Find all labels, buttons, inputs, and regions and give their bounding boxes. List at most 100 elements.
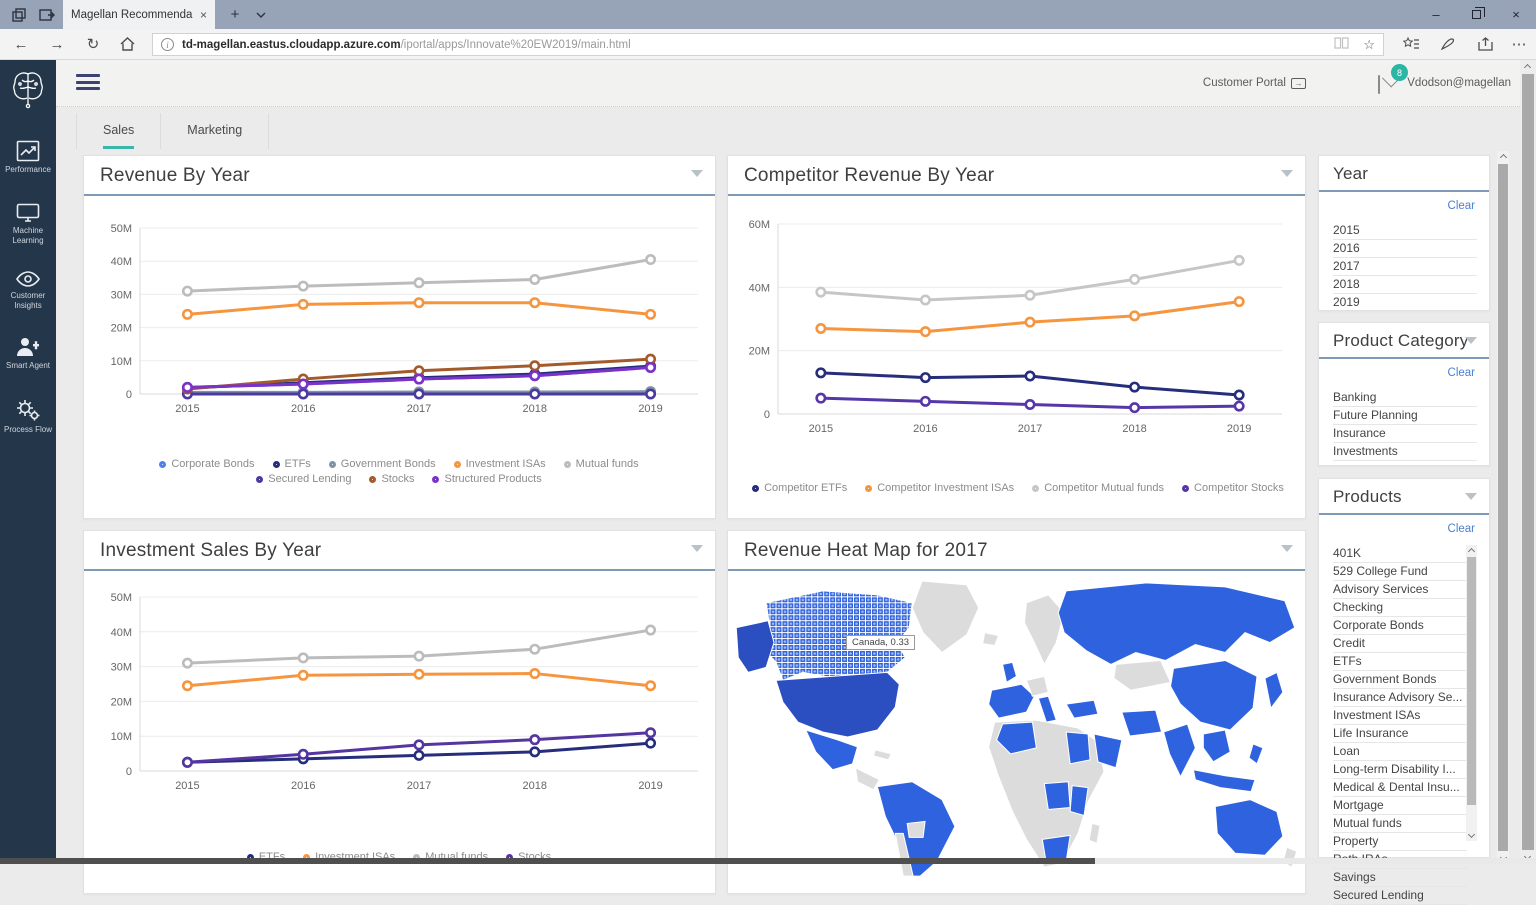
filter-option[interactable]: ETFs: [1333, 653, 1467, 671]
legend-item[interactable]: Stocks: [369, 473, 414, 485]
filter-option[interactable]: Long-term Disability I...: [1333, 761, 1467, 779]
user-account-label[interactable]: Vdodson@magellan: [1407, 77, 1511, 89]
legend-item[interactable]: Competitor Stocks: [1182, 482, 1284, 494]
sidebar-item-machine-learning[interactable]: Machine Learning: [0, 203, 56, 245]
gears-icon: [15, 398, 41, 422]
tab-preview-icon[interactable]: [6, 4, 32, 25]
country-indonesia: [1193, 770, 1255, 792]
clear-year-filter-link[interactable]: Clear: [1448, 200, 1475, 212]
svg-text:2018: 2018: [1122, 423, 1146, 435]
legend-item[interactable]: Competitor Investment ISAs: [865, 482, 1014, 494]
clear-category-filter-link[interactable]: Clear: [1448, 367, 1475, 379]
set-tabs-aside-icon[interactable]: [34, 4, 60, 25]
filter-option[interactable]: Investments: [1333, 443, 1477, 461]
app-vertical-scrollbar[interactable]: [1497, 151, 1509, 864]
annotate-pen-icon[interactable]: [1436, 32, 1462, 56]
legend-ring-icon: [1032, 485, 1039, 492]
filter-option[interactable]: Property: [1333, 833, 1467, 851]
filter-option[interactable]: 529 College Fund: [1333, 563, 1467, 581]
filter-option[interactable]: 2017: [1333, 258, 1477, 276]
filter-option[interactable]: 2018: [1333, 276, 1477, 294]
person-plus-icon: [15, 336, 41, 358]
filter-option[interactable]: Loan: [1333, 743, 1467, 761]
legend-ring-icon: [454, 461, 461, 468]
tab-close-icon[interactable]: ×: [200, 8, 207, 22]
filter-option[interactable]: Life Insurance: [1333, 725, 1467, 743]
home-icon[interactable]: [114, 32, 140, 56]
sidebar-item-smart-agent[interactable]: Smart Agent: [0, 336, 56, 371]
filter-option[interactable]: Checking: [1333, 599, 1467, 617]
more-options-icon[interactable]: ⋯: [1506, 32, 1532, 56]
favorites-list-icon[interactable]: [1398, 32, 1424, 56]
filter-option[interactable]: Government Bonds: [1333, 671, 1467, 689]
sidebar-item-process-flow[interactable]: Process Flow: [0, 398, 56, 435]
country-greenland: [912, 581, 979, 653]
chart-menu-caret-icon[interactable]: [1281, 545, 1293, 552]
customer-portal-link[interactable]: Customer Portal →: [1203, 77, 1306, 89]
chart-menu-caret-icon[interactable]: [1281, 170, 1293, 177]
sidebar-item-performance[interactable]: Performance: [0, 140, 56, 175]
back-icon[interactable]: ←: [8, 32, 34, 56]
share-icon[interactable]: [1472, 32, 1498, 56]
notifications-mail-button[interactable]: 8: [1378, 76, 1398, 91]
filter-option[interactable]: Insurance: [1333, 425, 1477, 443]
address-bar[interactable]: i td-magellan.eastus.cloudapp.azure.com/…: [152, 33, 1384, 56]
filter-option[interactable]: Corporate Bonds: [1333, 617, 1467, 635]
caribbean: [873, 750, 891, 760]
filter-option[interactable]: Mortgage: [1333, 797, 1467, 815]
svg-text:10M: 10M: [111, 731, 132, 743]
filter-option[interactable]: Credit: [1333, 635, 1467, 653]
filter-option[interactable]: 401K: [1333, 545, 1467, 563]
legend-item[interactable]: Corporate Bonds: [159, 458, 254, 470]
svg-text:40M: 40M: [111, 627, 132, 639]
legend-item[interactable]: Competitor Mutual funds: [1032, 482, 1164, 494]
filter-option[interactable]: Secured Lending: [1333, 887, 1467, 905]
filter-option[interactable]: 2015: [1333, 222, 1477, 240]
forward-icon[interactable]: →: [44, 32, 70, 56]
browser-vertical-scrollbar[interactable]: [1520, 60, 1536, 864]
chart-menu-caret-icon[interactable]: [691, 545, 703, 552]
new-tab-button[interactable]: +: [222, 4, 248, 25]
filter-option[interactable]: Medical & Dental Insu...: [1333, 779, 1467, 797]
window-minimize-button[interactable]: –: [1416, 0, 1456, 29]
legend-item[interactable]: Mutual funds: [564, 458, 639, 470]
legend-item[interactable]: Investment ISAs: [454, 458, 546, 470]
filter-option[interactable]: Advisory Services: [1333, 581, 1467, 599]
legend-item[interactable]: Structured Products: [432, 473, 541, 485]
horizontal-scrollbar[interactable]: [0, 858, 1536, 864]
hamburger-menu-icon[interactable]: [76, 74, 100, 94]
legend-item[interactable]: Government Bonds: [329, 458, 436, 470]
world-heat-map[interactable]: [728, 573, 1305, 893]
filter-option[interactable]: 2016: [1333, 240, 1477, 258]
window-close-button[interactable]: ×: [1496, 0, 1536, 29]
filter-option[interactable]: Future Planning: [1333, 407, 1477, 425]
site-info-icon[interactable]: i: [161, 38, 174, 51]
filter-option[interactable]: Banking: [1333, 389, 1477, 407]
category-options-list: BankingFuture PlanningInsuranceInvestmen…: [1333, 389, 1477, 461]
filter-menu-caret-icon[interactable]: [1465, 337, 1477, 344]
legend-item[interactable]: Competitor ETFs: [752, 482, 847, 494]
refresh-icon[interactable]: ↻: [80, 32, 106, 56]
svg-text:10M: 10M: [111, 356, 132, 368]
filter-option[interactable]: 2019: [1333, 294, 1477, 312]
tab-marketing[interactable]: Marketing: [161, 113, 269, 149]
clear-products-filter-link[interactable]: Clear: [1448, 523, 1475, 535]
tab-sales[interactable]: Sales: [76, 113, 161, 149]
filter-option[interactable]: Mutual funds: [1333, 815, 1467, 833]
filter-option[interactable]: Investment ISAs: [1333, 707, 1467, 725]
legend-ring-icon: [329, 461, 336, 468]
window-restore-button[interactable]: [1456, 0, 1496, 29]
legend-item[interactable]: ETFs: [273, 458, 311, 470]
browser-tab[interactable]: Magellan Recommenda ×: [63, 0, 215, 29]
filter-option[interactable]: Savings: [1333, 869, 1467, 887]
favorite-star-icon[interactable]: ☆: [1363, 37, 1375, 53]
filter-menu-caret-icon[interactable]: [1465, 493, 1477, 500]
sidebar-item-customer-insights[interactable]: Customer Insights: [0, 270, 56, 310]
reading-view-icon[interactable]: [1334, 37, 1349, 52]
filter-option[interactable]: Insurance Advisory Se...: [1333, 689, 1467, 707]
chart-legend: Competitor ETFs Competitor Investment ISA…: [738, 482, 1298, 494]
legend-item[interactable]: Secured Lending: [256, 473, 351, 485]
tab-list-chevron-icon[interactable]: [248, 4, 274, 25]
products-list-scrollbar[interactable]: [1466, 545, 1477, 841]
chart-menu-caret-icon[interactable]: [691, 170, 703, 177]
